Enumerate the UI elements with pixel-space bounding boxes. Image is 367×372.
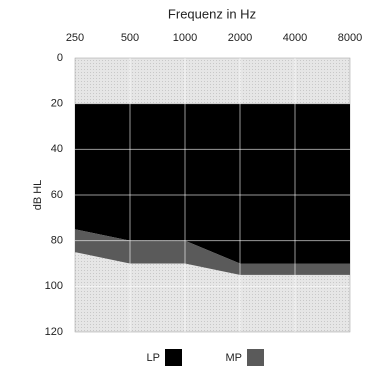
y-tick-label: 40 bbox=[51, 143, 63, 155]
y-tick-label: 120 bbox=[45, 326, 63, 338]
x-tick-label: 250 bbox=[66, 32, 84, 44]
chart-title: Frequenz in Hz bbox=[168, 6, 256, 21]
legend-label: LP bbox=[147, 352, 160, 364]
y-tick-label: 100 bbox=[45, 280, 63, 292]
range-band bbox=[75, 229, 350, 275]
y-axis-label: dB HL bbox=[32, 180, 44, 211]
x-tick-label: 500 bbox=[121, 32, 139, 44]
legend-swatch bbox=[247, 349, 264, 366]
range-band bbox=[75, 103, 350, 264]
y-tick-label: 0 bbox=[57, 52, 63, 64]
x-tick-label: 4000 bbox=[283, 32, 307, 44]
y-tick-label: 20 bbox=[51, 98, 63, 110]
y-tick-label: 60 bbox=[51, 189, 63, 201]
x-tick-label: 1000 bbox=[173, 32, 197, 44]
x-tick-label: 8000 bbox=[338, 32, 362, 44]
legend-label: MP bbox=[226, 352, 243, 364]
legend-swatch bbox=[165, 349, 182, 366]
y-tick-label: 80 bbox=[51, 235, 63, 247]
x-tick-label: 2000 bbox=[228, 32, 252, 44]
